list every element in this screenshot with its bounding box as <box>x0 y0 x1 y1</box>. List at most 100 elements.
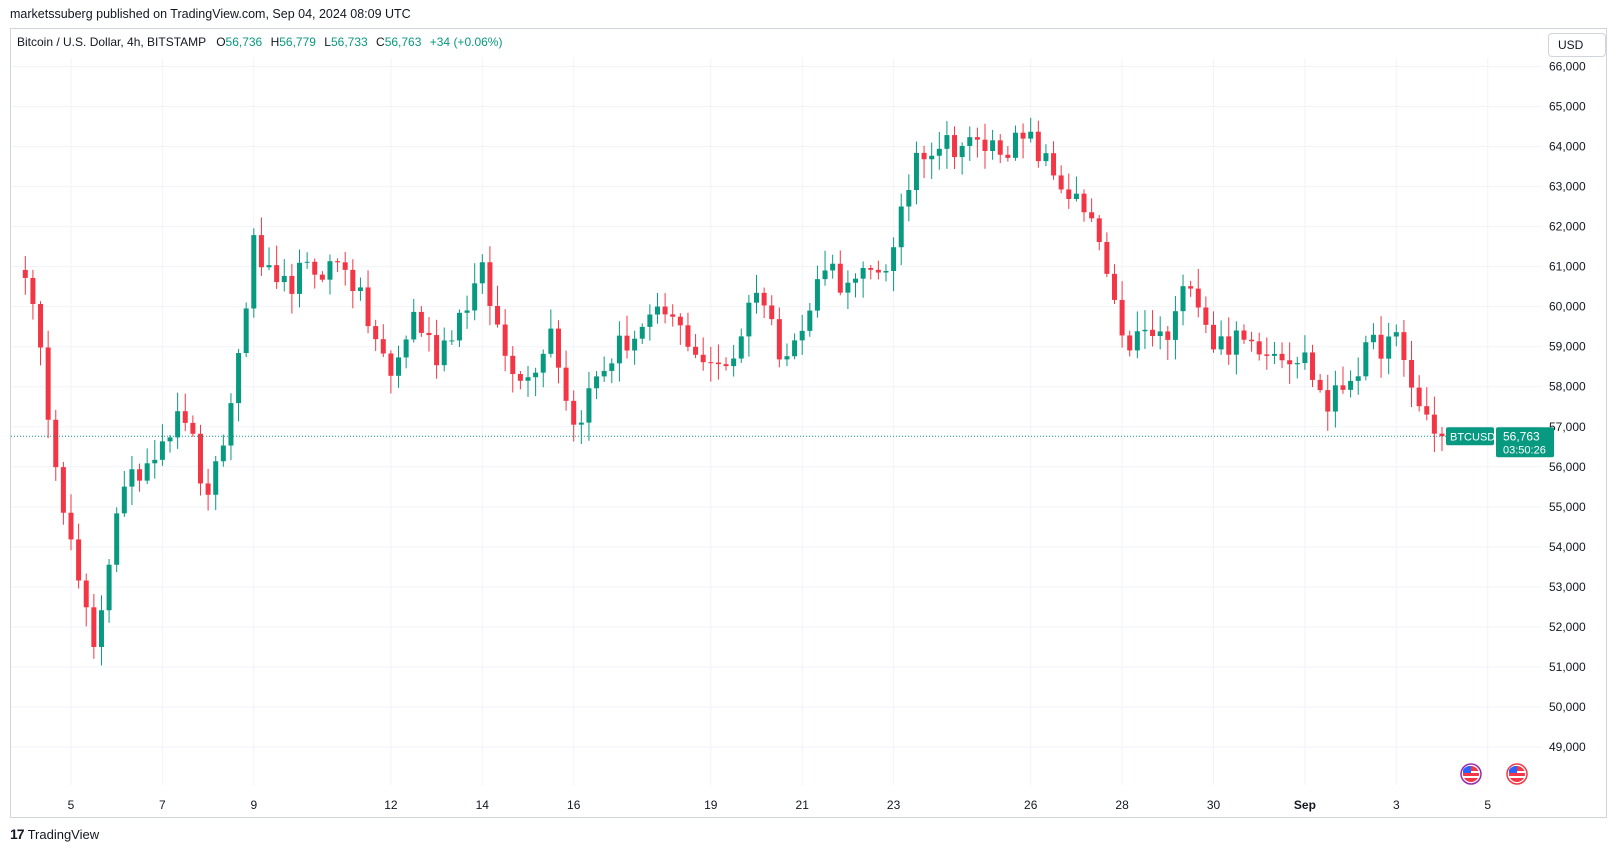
candle-body <box>342 262 348 270</box>
price-tick-label: 52,000 <box>1549 620 1586 634</box>
candle-body <box>1188 286 1194 289</box>
candle-body <box>1256 341 1262 355</box>
candle <box>616 321 622 382</box>
close-label: C <box>376 35 385 49</box>
candle-body <box>563 367 569 401</box>
candle-body <box>974 137 980 140</box>
candle-body <box>510 355 516 375</box>
candle <box>845 270 851 309</box>
candle-body <box>525 377 531 381</box>
candle <box>182 393 188 432</box>
candle <box>761 287 767 319</box>
candle-body <box>1211 324 1216 350</box>
us-flag-event-icon[interactable] <box>1460 763 1482 785</box>
candle-body <box>1294 363 1300 365</box>
candle <box>60 461 66 525</box>
candle <box>472 263 478 321</box>
candle <box>594 371 600 400</box>
candle-body <box>1020 132 1026 139</box>
candle <box>700 337 706 371</box>
candle-body <box>137 469 143 481</box>
low-label: L <box>324 35 331 49</box>
candle <box>875 260 881 280</box>
candle <box>1409 340 1415 408</box>
candle-body <box>723 364 729 367</box>
candle <box>434 319 440 379</box>
candle-body <box>548 328 554 354</box>
candle <box>464 295 470 329</box>
candle <box>213 455 219 511</box>
price-tag: 56,763 <box>1503 429 1540 443</box>
candle-body <box>799 330 805 341</box>
candle <box>571 390 577 442</box>
candle <box>883 264 889 282</box>
candle <box>38 301 44 366</box>
candle-body <box>1355 376 1361 381</box>
candle-body <box>677 316 683 326</box>
time-axis[interactable]: 5 7 9 12 14 16 19 21 23 26 28 30 Sep 3 5 <box>68 798 1492 812</box>
candle-body <box>243 308 249 354</box>
candle-body <box>441 340 447 366</box>
candle-body <box>792 340 798 357</box>
candle <box>693 334 699 359</box>
candle <box>83 573 89 627</box>
candle <box>525 366 531 397</box>
price-tick-label: 54,000 <box>1549 540 1586 554</box>
candle-body <box>411 311 417 340</box>
candle-body <box>944 135 950 149</box>
candle-body <box>654 306 660 315</box>
candle-body <box>1431 414 1437 434</box>
time-tick-label: 5 <box>1484 798 1491 812</box>
candle-body <box>647 314 653 327</box>
candle <box>1035 120 1041 168</box>
candle-body <box>586 388 592 423</box>
time-tick-label: 28 <box>1115 798 1129 812</box>
candle <box>228 393 234 461</box>
candle <box>1332 370 1338 428</box>
candle <box>609 358 615 384</box>
candle-body <box>967 137 973 146</box>
candle-body <box>91 607 97 647</box>
candle-body <box>875 269 881 273</box>
candle-body <box>159 441 165 460</box>
symbol-title[interactable]: Bitcoin / U.S. Dollar, 4h, BITSTAMP <box>17 35 207 49</box>
candle <box>1058 165 1064 194</box>
candle <box>479 254 485 294</box>
candle <box>342 251 348 286</box>
candle-body <box>738 336 744 359</box>
tradingview-logo-icon[interactable]: 17 <box>10 826 25 842</box>
price-tick-label: 55,000 <box>1549 500 1586 514</box>
candle-body <box>1325 390 1331 412</box>
candle-body <box>1226 336 1232 355</box>
candle-body <box>1317 379 1323 391</box>
candle <box>959 142 965 175</box>
candle <box>784 343 790 367</box>
candle <box>792 333 798 360</box>
currency-selector[interactable]: USD <box>1548 33 1606 57</box>
candle <box>1188 280 1194 297</box>
candle-body <box>1233 330 1239 355</box>
candle <box>357 277 363 301</box>
candle <box>822 250 828 286</box>
candle-body <box>868 267 874 270</box>
candle-body <box>1051 153 1057 176</box>
price-axis[interactable]: 49,000 50,000 51,000 52,000 53,000 54,000 55,0… <box>1549 60 1586 755</box>
price-tick-label: 62,000 <box>1549 220 1586 234</box>
candle <box>236 348 242 422</box>
candle-body <box>380 339 386 354</box>
symbol-tag: BTCUSD <box>1450 431 1495 443</box>
candle <box>1111 264 1117 304</box>
candle <box>632 330 638 365</box>
candle <box>319 271 325 283</box>
candle <box>129 455 135 506</box>
candle <box>1020 123 1026 159</box>
time-tick-label: 19 <box>704 798 718 812</box>
us-flag-event-icon[interactable] <box>1506 763 1528 785</box>
candle <box>258 217 264 276</box>
candle-body <box>1134 331 1140 351</box>
candle-body <box>685 325 691 347</box>
candle <box>891 237 897 292</box>
candle-body <box>121 486 127 514</box>
candle <box>1127 330 1133 357</box>
